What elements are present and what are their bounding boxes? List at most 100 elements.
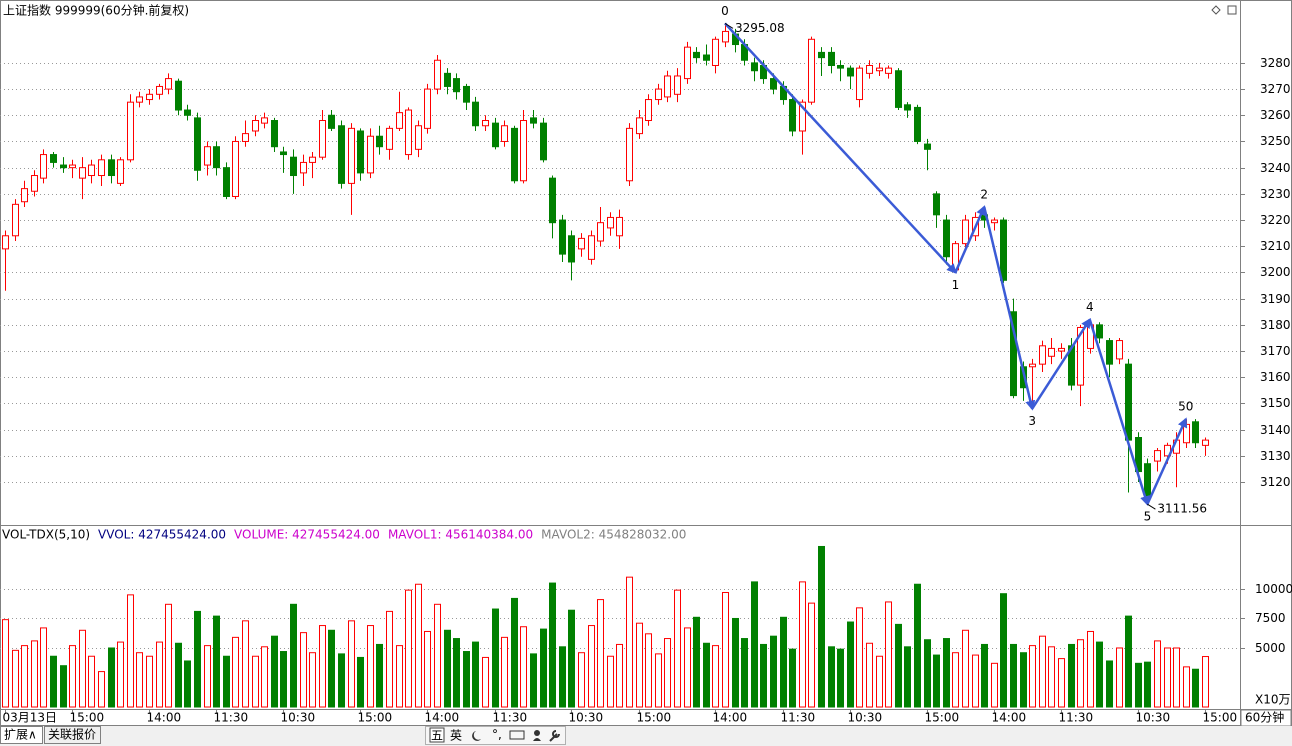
ime-moon[interactable] bbox=[472, 731, 481, 741]
volume-bar bbox=[703, 642, 710, 708]
volume-bar bbox=[223, 655, 230, 708]
volume-bar bbox=[21, 645, 28, 708]
x-tick-label: 11:30 bbox=[1059, 711, 1094, 725]
volume-bar bbox=[684, 627, 691, 708]
bottom-bar bbox=[0, 726, 1292, 746]
volume-bar bbox=[770, 635, 777, 708]
x-tick-label: 14:00 bbox=[147, 711, 182, 725]
ime-user[interactable] bbox=[534, 730, 540, 736]
volume-bar bbox=[780, 616, 787, 708]
volume-bar bbox=[818, 545, 825, 708]
volume-bar bbox=[1000, 593, 1007, 708]
candle-body bbox=[674, 75, 681, 95]
candle-body bbox=[127, 101, 134, 161]
y-tick-label: 3280 bbox=[1260, 56, 1291, 70]
candle-body bbox=[876, 67, 883, 72]
candle-body bbox=[1183, 423, 1190, 444]
x-tick-label: 15:00 bbox=[70, 711, 105, 725]
candle-body bbox=[549, 177, 556, 224]
candle-body bbox=[856, 67, 863, 101]
candle-body bbox=[348, 127, 355, 184]
volume-bar bbox=[636, 622, 643, 708]
icon-diamond[interactable] bbox=[1211, 5, 1221, 15]
ime-label[interactable]: 英 bbox=[450, 729, 462, 743]
candle-body bbox=[376, 135, 383, 148]
x-tick-label: 15:00 bbox=[1203, 711, 1238, 725]
volume-bar bbox=[751, 581, 758, 708]
candle-body bbox=[328, 114, 335, 129]
y-tick-label: 3240 bbox=[1260, 161, 1291, 175]
volume-bar bbox=[367, 625, 374, 708]
volume-bar bbox=[1173, 647, 1180, 708]
candle-body bbox=[799, 101, 806, 132]
candle-body bbox=[31, 175, 38, 192]
candle-body bbox=[943, 219, 950, 258]
ime-dots[interactable]: °, bbox=[492, 728, 502, 742]
volume-bar bbox=[712, 645, 719, 708]
candle-body bbox=[712, 38, 719, 66]
volume-bar bbox=[376, 643, 383, 708]
x-tick-label: 11:30 bbox=[214, 711, 249, 725]
volume-bar bbox=[2, 619, 9, 708]
icon-window[interactable] bbox=[1227, 5, 1237, 15]
candle-body bbox=[540, 122, 547, 161]
candle-body bbox=[453, 78, 460, 93]
candle-body bbox=[472, 101, 479, 127]
candle-body bbox=[1202, 439, 1209, 446]
ime-tool[interactable] bbox=[549, 730, 560, 742]
candle-body bbox=[914, 106, 921, 142]
unit-label: X10万 bbox=[1255, 693, 1291, 707]
volume-bar bbox=[60, 665, 67, 708]
candle-body bbox=[60, 164, 67, 169]
candle-body bbox=[204, 146, 211, 166]
candle-body bbox=[636, 117, 643, 135]
candle-body bbox=[924, 143, 931, 150]
volume-bar bbox=[1125, 615, 1132, 708]
x-tick-label: 11:30 bbox=[781, 711, 816, 725]
candle-body bbox=[684, 46, 691, 80]
extreme-label: 3295.08 bbox=[735, 21, 785, 35]
candle-body bbox=[722, 30, 729, 43]
y-tick-label: 3120 bbox=[1260, 475, 1291, 489]
y-tick-label: 5000 bbox=[1255, 641, 1286, 655]
volume-bar bbox=[242, 620, 249, 708]
candle-body bbox=[271, 120, 278, 148]
ime-toolbar bbox=[425, 726, 566, 745]
volume-bar bbox=[722, 592, 729, 708]
candle-body bbox=[1192, 421, 1199, 444]
tab[interactable] bbox=[0, 726, 43, 744]
period-label[interactable]: 60分钟 bbox=[1245, 710, 1284, 725]
candle-body bbox=[895, 70, 902, 108]
volume-bar bbox=[117, 641, 124, 708]
candle-body bbox=[213, 146, 220, 169]
volume-bar bbox=[866, 642, 873, 708]
volume-bar bbox=[434, 603, 441, 708]
candle-body bbox=[645, 99, 652, 122]
volume-bar bbox=[31, 640, 38, 708]
ime-user[interactable] bbox=[533, 738, 541, 741]
volume-bar bbox=[453, 638, 460, 708]
volume-bar bbox=[972, 654, 979, 708]
candle-body bbox=[703, 54, 710, 61]
volume-bar bbox=[1135, 662, 1142, 708]
candle-body bbox=[837, 64, 844, 69]
candle-body bbox=[444, 72, 451, 87]
ime-keyboard[interactable] bbox=[509, 730, 525, 740]
tab[interactable] bbox=[44, 726, 101, 744]
x-tick-label: 14:00 bbox=[425, 711, 460, 725]
candle-body bbox=[367, 135, 374, 174]
wave-line bbox=[724, 22, 957, 274]
tab-label[interactable]: 扩展∧ bbox=[4, 728, 37, 742]
ime-icon[interactable] bbox=[429, 727, 445, 743]
candle-body bbox=[655, 88, 662, 101]
x-tick-label: 15:00 bbox=[925, 711, 960, 725]
wave-line bbox=[1146, 417, 1188, 505]
ime-label[interactable]: 五 bbox=[431, 729, 443, 743]
tab-label[interactable]: 关联报价 bbox=[48, 727, 96, 742]
volume-bar bbox=[962, 629, 969, 708]
candle-body bbox=[415, 125, 422, 150]
x-tick-label: 11:30 bbox=[493, 711, 528, 725]
volume-bar bbox=[1077, 639, 1084, 708]
candle-body bbox=[597, 222, 604, 242]
x-tick-label: 14:00 bbox=[713, 711, 748, 725]
